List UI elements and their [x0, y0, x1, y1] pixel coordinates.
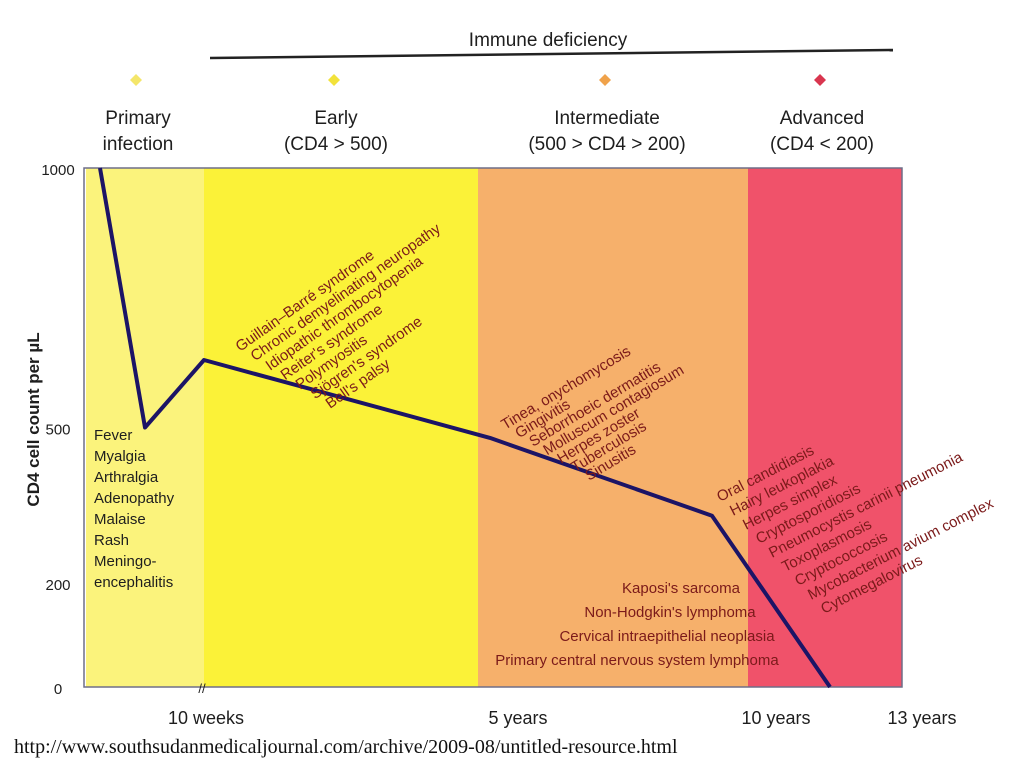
y-tick-0: 0	[54, 681, 62, 698]
x-tick-label: 5 years	[488, 708, 547, 728]
immune-deficiency-label: Immune deficiency	[469, 30, 628, 51]
y-tick-200: 200	[45, 577, 70, 594]
plot-frame	[83, 167, 903, 688]
stage-heading-1: (CD4 > 500)	[284, 134, 388, 155]
y-tick-1000: 1000	[41, 162, 74, 179]
stage-marker-3	[814, 74, 826, 86]
stage-heading-1: Early	[314, 108, 358, 129]
stage-heading-3: (CD4 < 200)	[770, 134, 874, 155]
x-tick-label: 10 weeks	[168, 708, 244, 728]
malignancy-label: Cervical intraepithelial neoplasia	[559, 628, 775, 645]
primary-symptom: encephalitis	[94, 574, 173, 591]
cd4-count-line	[98, 167, 832, 689]
stage-heading-2: Intermediate	[554, 108, 660, 129]
malignancy-label: Non-Hodgkin's lymphoma	[584, 604, 756, 621]
malignancy-label: Primary central nervous system lymphoma	[495, 652, 779, 669]
x-tick-label: 10 years	[741, 708, 810, 728]
y-tick-500: 500	[45, 422, 70, 439]
stage-heading-0: Primary	[105, 108, 171, 129]
stage-marker-1	[328, 74, 340, 86]
stage-heading-0: infection	[103, 134, 174, 155]
primary-symptom: Myalgia	[94, 448, 146, 465]
immune-deficiency-bracket	[209, 48, 894, 60]
axis-break-marker: //	[198, 681, 206, 696]
primary-symptom: Arthralgia	[94, 469, 159, 486]
primary-symptom: Adenopathy	[94, 490, 175, 507]
primary-symptom: Fever	[94, 427, 132, 444]
stage-band-2	[478, 168, 748, 687]
stage-marker-2	[599, 74, 611, 86]
x-tick-label: 13 years	[887, 708, 956, 728]
primary-symptom: Meningo-	[94, 553, 157, 570]
stage-marker-0	[130, 74, 142, 86]
source-url[interactable]: http://www.southsudanmedicaljournal.com/…	[14, 736, 678, 758]
stage-heading-3: Advanced	[780, 108, 865, 129]
malignancy-label: Kaposi's sarcoma	[622, 580, 741, 597]
stage-band-1	[204, 168, 478, 687]
primary-symptom: Rash	[94, 532, 129, 549]
primary-symptom: Malaise	[94, 511, 146, 528]
y-axis-label: CD4 cell count per µL	[24, 332, 43, 506]
stage-band-3	[748, 168, 902, 687]
stage-heading-2: (500 > CD4 > 200)	[528, 134, 685, 155]
